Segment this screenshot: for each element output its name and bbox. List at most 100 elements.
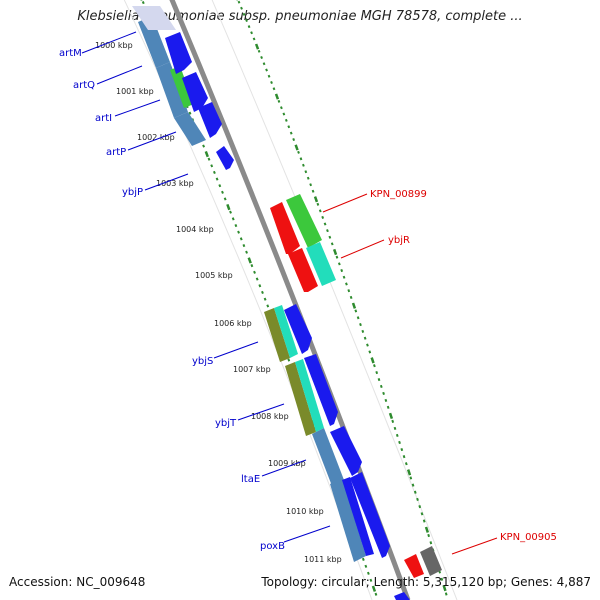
outer-tick-track-tick xyxy=(223,197,227,201)
gene-label-ybjP[interactable]: ybjP xyxy=(122,187,143,198)
inner-tick-track-tick xyxy=(377,377,381,382)
gene-label-ybjS[interactable]: ybjS xyxy=(192,356,213,367)
inner-tick-track-tick xyxy=(250,31,253,35)
outer-tick-track-tick xyxy=(229,210,232,214)
inner-tick-track-tick xyxy=(382,391,385,395)
gene-label-ybjT[interactable]: ybjT xyxy=(215,418,237,429)
inner-tick-track-tick xyxy=(388,412,394,420)
inner-tick-track-tick xyxy=(313,196,319,203)
inner-tick-track-tick xyxy=(260,56,263,60)
inner-tick-track-tick xyxy=(391,419,395,423)
inner-tick-track-tick xyxy=(366,343,369,347)
inner-tick-track-tick xyxy=(309,183,313,187)
gene-label-artP[interactable]: artP xyxy=(106,147,126,158)
inner-tick-track-tick xyxy=(240,6,243,10)
gene-artM-block-light[interactable] xyxy=(132,6,176,30)
inner-tick-track-tick xyxy=(247,25,251,29)
inner-tick-track-tick xyxy=(442,584,447,592)
gene-ybjT-cyan[interactable] xyxy=(295,359,324,432)
gene-poxB-blue[interactable] xyxy=(342,477,374,556)
inner-tick-track-tick xyxy=(429,541,433,545)
leader-line xyxy=(261,459,307,477)
gene-artM-arrow[interactable] xyxy=(165,32,192,74)
gene-label-KPN_00899[interactable]: KPN_00899 xyxy=(370,189,427,200)
gene-ltaE-block[interactable] xyxy=(312,428,344,486)
leader-line xyxy=(213,341,259,359)
outer-tick-track-tick xyxy=(255,277,259,281)
outer-tick-track-tick xyxy=(242,243,246,248)
gene-label-ybjR[interactable]: ybjR xyxy=(388,235,410,246)
gene-KPN_00905-gray[interactable] xyxy=(420,546,442,576)
scale-tick-label: 1000 kbp xyxy=(95,41,133,50)
inner-tick-track-tick xyxy=(420,512,424,516)
gene-ybjS-cyan[interactable] xyxy=(274,305,298,358)
outer-tick-track-tick xyxy=(250,264,254,268)
inner-tick-track-tick xyxy=(409,476,413,480)
gene-label-artQ[interactable]: artQ xyxy=(73,80,95,91)
gene-ybjR-cyan[interactable] xyxy=(306,242,336,286)
outer-tick-track-tick xyxy=(263,297,267,301)
gene-label-KPN_00905[interactable]: KPN_00905 xyxy=(500,532,557,543)
gene-artM-block[interactable] xyxy=(138,16,170,68)
inner-tick-track-tick xyxy=(316,202,320,206)
scale-tick-label: 1007 kbp xyxy=(233,365,271,374)
inner-tick-track-tick xyxy=(400,447,404,452)
inner-tick-track-tick xyxy=(265,68,268,72)
gene-ybjS-arrow[interactable] xyxy=(284,304,312,354)
gene-label-artM[interactable]: artM xyxy=(59,48,82,59)
leader-line xyxy=(96,65,143,85)
inner-tick-track-tick xyxy=(254,43,260,50)
scale-tick-label: 1008 kbp xyxy=(251,412,289,421)
inner-tick-track-tick xyxy=(297,150,300,154)
scale-tick-label: 1006 kbp xyxy=(214,319,252,328)
gene-ybjP-arrow[interactable] xyxy=(216,146,234,170)
gene-poxB-block[interactable] xyxy=(330,478,366,562)
leader-line xyxy=(127,131,177,151)
inner-tick-track-tick xyxy=(267,74,271,78)
inner-tick-track-tick xyxy=(386,405,390,409)
inner-tick-track-tick xyxy=(277,99,281,103)
gene-KPN_00899-green[interactable] xyxy=(286,194,322,248)
gene-ltaE-arrow[interactable] xyxy=(330,426,362,476)
inner-tick-track-tick xyxy=(347,289,351,293)
outer-tick-track-tick xyxy=(366,571,370,575)
accession-text: Accession: NC_009648 xyxy=(9,575,146,589)
inner-tick-track-tick xyxy=(318,209,322,213)
gene-artQ-arrow[interactable] xyxy=(182,72,208,112)
gene-bottom-arrow[interactable] xyxy=(394,592,410,600)
inner-tick-track-tick xyxy=(342,275,346,279)
gene-KPN_00899-red[interactable] xyxy=(270,202,300,254)
outer-tick-track-tick xyxy=(364,564,368,568)
leader-line xyxy=(237,403,285,421)
gene-ybjR-red[interactable] xyxy=(288,248,318,292)
gene-artQ-block[interactable] xyxy=(156,62,188,118)
gene-poxB-arrow[interactable] xyxy=(350,472,390,558)
inner-tick-track-tick xyxy=(416,497,419,502)
inner-tick-track-tick xyxy=(349,295,353,299)
gene-artQ-green[interactable] xyxy=(170,66,194,108)
outer-tick-track-tick xyxy=(234,223,238,228)
inner-tick-track-tick xyxy=(237,0,241,4)
inner-tick-track-tick xyxy=(361,329,365,333)
gene-artI-arrow[interactable] xyxy=(198,102,222,138)
outer-tick-track-tick xyxy=(361,557,365,561)
scale-tick-label: 1003 kbp xyxy=(156,179,194,188)
inner-tick-track-tick xyxy=(375,371,379,375)
inner-tick-track-tick xyxy=(402,455,406,459)
gene-label-artI[interactable]: artI xyxy=(95,113,112,124)
gene-label-ltaE[interactable]: ltaE xyxy=(241,474,260,485)
gene-KPN_00905-red[interactable] xyxy=(404,554,424,578)
inner-tick-track-tick xyxy=(363,336,367,340)
gene-ybjS-olive[interactable] xyxy=(264,308,290,362)
gene-label-poxB[interactable]: poxB xyxy=(260,541,285,552)
outer-tick-track-tick xyxy=(221,190,224,194)
gene-artI-block[interactable] xyxy=(174,112,206,146)
inner-tick-track-tick xyxy=(294,144,299,151)
outer-tick-track-tick xyxy=(371,585,377,592)
gene-ybjT-olive[interactable] xyxy=(285,362,316,436)
leader-line xyxy=(283,525,331,543)
gene-ybjT-arrow[interactable] xyxy=(304,354,338,426)
inner-tick-track-tick xyxy=(302,163,305,167)
inner-tick-track-tick xyxy=(359,323,362,327)
inner-tick-track-tick xyxy=(289,131,293,135)
